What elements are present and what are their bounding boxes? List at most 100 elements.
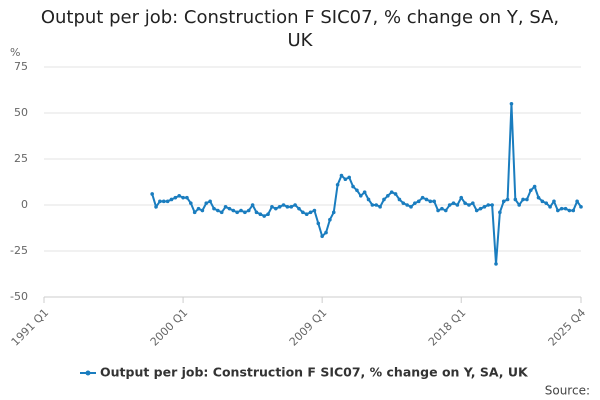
data-point: [270, 205, 274, 209]
data-point: [528, 188, 533, 193]
data-point: [478, 206, 483, 211]
y-tick-label: 50: [14, 106, 28, 119]
data-point: [428, 199, 433, 204]
data-point: [525, 197, 529, 202]
data-point: [324, 230, 328, 235]
data-point: [517, 203, 521, 207]
data-point: [440, 206, 444, 211]
data-point: [243, 210, 247, 215]
data-point: [231, 208, 236, 213]
x-tick-label: 2025 Q4: [546, 306, 589, 349]
data-point: [436, 208, 440, 213]
data-point: [216, 208, 220, 213]
data-point: [312, 208, 317, 213]
data-point: [181, 195, 185, 200]
data-point: [262, 214, 267, 218]
x-tick-label: 2018 Q1: [426, 306, 469, 349]
data-point: [378, 205, 382, 209]
data-point: [420, 195, 425, 200]
data-point: [185, 195, 189, 200]
data-point: [308, 210, 313, 215]
data-point: [571, 208, 576, 213]
data-point: [219, 210, 224, 215]
data-point: [544, 201, 549, 205]
data-point: [246, 208, 251, 213]
data-point: [266, 212, 270, 216]
data-point: [374, 203, 379, 207]
data-point: [459, 195, 464, 200]
chart-title: Output per job: Construction F SIC07, % …: [40, 7, 560, 51]
data-point: [316, 221, 321, 226]
data-point: [482, 205, 487, 209]
data-point: [293, 203, 297, 207]
data-point: [389, 190, 394, 194]
x-tick-label: 2009 Q1: [287, 306, 330, 349]
data-point: [509, 102, 514, 106]
data-point: [301, 210, 305, 215]
data-point: [552, 199, 556, 204]
data-point: [548, 205, 552, 209]
data-point: [200, 208, 205, 213]
data-point: [401, 201, 406, 205]
data-point: [397, 197, 402, 202]
data-point: [486, 203, 491, 207]
data-point: [173, 195, 178, 200]
y-tick-label: -25: [10, 244, 28, 257]
data-point: [540, 199, 545, 204]
data-point: [575, 199, 579, 204]
x-tick-label: 1991 Q1: [9, 306, 52, 349]
data-point: [393, 192, 398, 196]
y-axis-label: %: [10, 46, 20, 59]
data-point: [471, 201, 475, 205]
data-point: [196, 206, 201, 211]
data-point: [463, 201, 467, 205]
data-point: [494, 262, 498, 266]
data-point: [467, 203, 471, 207]
data-point: [192, 210, 197, 215]
y-tick-label: 0: [21, 198, 28, 211]
data-point: [154, 205, 158, 209]
data-point: [432, 199, 436, 204]
data-point: [536, 195, 541, 200]
legend-marker: [85, 370, 91, 376]
data-point: [355, 188, 359, 193]
data-point: [227, 206, 232, 211]
data-point: [177, 194, 182, 198]
data-point: [513, 197, 518, 202]
data-point: [443, 208, 448, 213]
data-point: [362, 190, 367, 194]
data-point: [386, 194, 390, 198]
data-point: [258, 212, 263, 216]
data-point: [281, 203, 286, 207]
data-point: [254, 210, 259, 215]
data-point: [304, 212, 309, 216]
data-point: [297, 206, 301, 211]
y-tick-label: -50: [10, 290, 28, 303]
data-point: [490, 203, 494, 207]
data-point: [204, 201, 209, 205]
data-point: [358, 194, 363, 198]
data-point: [532, 184, 537, 189]
data-point: [235, 210, 239, 215]
legend: Output per job: Construction F SIC07, % …: [80, 365, 529, 380]
data-point: [416, 199, 421, 204]
data-point: [239, 208, 243, 213]
data-point: [161, 199, 166, 204]
data-point: [285, 205, 290, 209]
data-point: [382, 197, 386, 202]
data-point: [277, 205, 282, 209]
data-point: [579, 205, 583, 209]
data-point: [505, 197, 510, 202]
data-point: [351, 184, 355, 189]
data-point: [223, 205, 228, 209]
data-point: [451, 201, 456, 205]
data-point: [208, 199, 212, 204]
x-tick-label: 2000 Q1: [148, 306, 191, 349]
legend-label: Output per job: Construction F SIC07, % …: [100, 365, 529, 380]
data-point: [150, 192, 154, 196]
data-point: [447, 203, 452, 207]
data-point: [189, 201, 193, 205]
data-point: [335, 182, 340, 187]
data-point: [474, 208, 479, 213]
